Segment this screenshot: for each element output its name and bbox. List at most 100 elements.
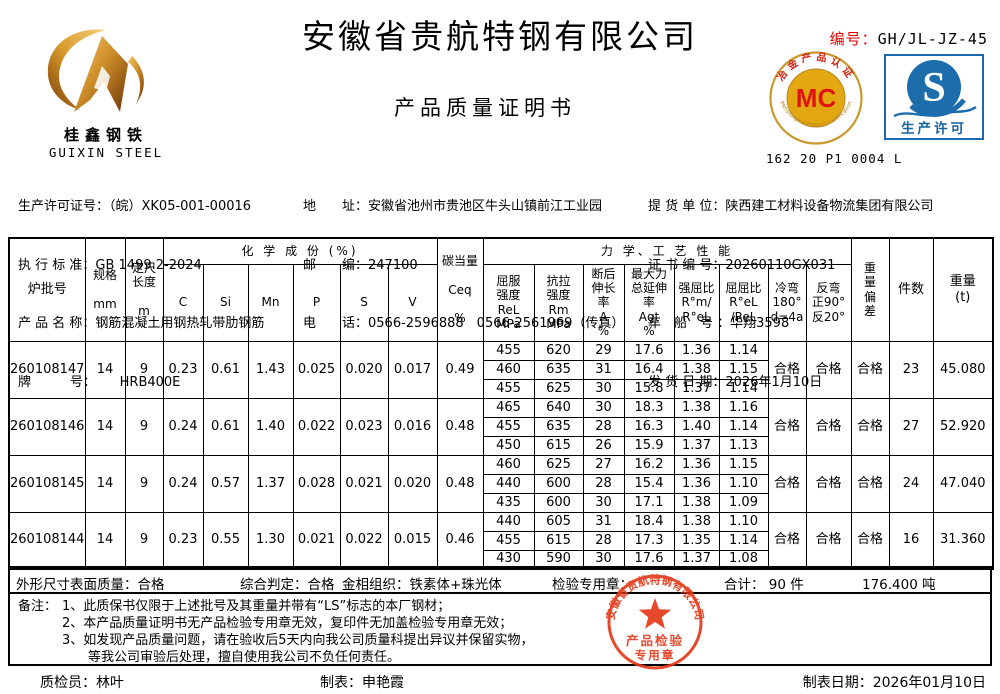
weight-deviation-result: 合格 <box>850 340 890 399</box>
heat-batch-number: 260108147 <box>8 340 86 399</box>
chem-p: 0.028 <box>292 454 341 513</box>
col-header-length: 定尺 长度 m <box>124 237 164 342</box>
mech-rm-over-rel: 1.36 <box>673 340 720 361</box>
col-header-rm: 抗拉 强度 Rm MPa <box>533 263 584 342</box>
mech-a: 29 <box>582 340 625 361</box>
col-header-elongation: 断后 伸长 率 A % <box>582 263 625 342</box>
weight-tonnes: 52.920 <box>932 397 994 456</box>
col-header-weight-deviation: 重 量 偏 差 <box>850 237 890 342</box>
mech-rm-over-rel: 1.38 <box>673 397 720 418</box>
mech-rm-over-rel: 1.38 <box>673 359 720 380</box>
guixin-logo-icon <box>47 29 144 112</box>
col-header-rm-rel-ratio: 强屈比 R°m/ R°eL <box>673 263 720 342</box>
consignee: 提 货 单 位：陕西建工材料设备物流集团有限公司 <box>648 199 934 214</box>
stamp-star-icon <box>638 598 672 629</box>
mech-rel: 440 <box>482 511 535 532</box>
col-header-c: C <box>162 263 204 342</box>
mech-rel-over-rel: 1.15 <box>718 359 769 380</box>
summary-row: 外形尺寸表面质量：合格 综合判定：合格 金相组织：铁素体+珠光体 检验专用章： … <box>8 566 992 594</box>
reverse-bend-result: 合格 <box>805 340 852 399</box>
table-row: 435 600 30 17.1 1.38 1.09 <box>9 492 993 513</box>
mech-rm-over-rel: 1.36 <box>673 473 720 494</box>
mech-rm: 600 <box>533 473 584 494</box>
overall-judgement: 综合判定：合格 <box>240 577 335 593</box>
pieces-count: 23 <box>888 340 934 399</box>
col-header-cold-bend: 冷弯 180° d=4a <box>767 263 807 342</box>
chem-s: 0.020 <box>339 340 389 399</box>
certificate-number-value: GH/JL-JZ-45 <box>877 30 988 48</box>
mech-rel: 460 <box>482 454 535 475</box>
mech-agt: 17.3 <box>623 530 675 551</box>
mech-rm-over-rel: 1.36 <box>673 454 720 475</box>
mech-rm: 625 <box>533 454 584 475</box>
mech-agt: 15.4 <box>623 473 675 494</box>
chem-v: 0.015 <box>387 511 438 570</box>
col-header-spec: 规格 mm <box>84 237 126 342</box>
col-header-mn: Mn <box>247 263 294 342</box>
weight-deviation-result: 合格 <box>850 454 890 513</box>
footer: 质检员：林叶 制表：申艳霞 制表日期：2026年01月10日 <box>0 669 1000 694</box>
logo-en-text: GUIXIN STEEL <box>48 145 164 160</box>
chem-mn: 1.37 <box>247 454 294 513</box>
reverse-bend-result: 合格 <box>805 454 852 513</box>
mech-rel: 465 <box>482 397 535 418</box>
mech-rm: 615 <box>533 435 584 456</box>
table-row: 430 590 30 17.6 1.37 1.08 <box>9 549 993 570</box>
mech-rm: 635 <box>533 416 584 437</box>
certificate-number-label: 编号： <box>829 30 878 48</box>
document-title: 产品质量证明书 <box>394 96 576 120</box>
chem-mn: 1.30 <box>247 511 294 570</box>
logo-cn-text: 桂鑫钢铁 <box>63 126 148 144</box>
tabulation-date: 制表日期：2026年01月10日 <box>802 675 986 691</box>
mech-agt: 18.4 <box>623 511 675 532</box>
mech-rm-over-rel: 1.40 <box>673 416 720 437</box>
mech-agt: 17.6 <box>623 549 675 570</box>
mech-rel-over-rel: 1.10 <box>718 473 769 494</box>
fixed-length-m: 9 <box>124 454 164 513</box>
chem-si: 0.61 <box>202 340 249 399</box>
mech-a: 28 <box>582 530 625 551</box>
company-logo: 桂鑫钢铁 GUIXIN STEEL <box>36 26 176 160</box>
mech-a: 30 <box>582 378 625 399</box>
fixed-length-m: 9 <box>124 340 164 399</box>
stamp-line1: 产品检验 <box>626 633 684 648</box>
mech-rel: 455 <box>482 378 535 399</box>
mech-rel-over-rel: 1.16 <box>718 397 769 418</box>
chem-v: 0.016 <box>387 397 438 456</box>
table-row: 450 615 26 15.9 1.37 1.13 <box>9 435 993 456</box>
weight-tonnes: 45.080 <box>932 340 994 399</box>
notes-box: 备注： 1、此质保书仅限于上述批号及其重量并带有“LS”标志的本厂钢材； 2、本… <box>8 592 992 666</box>
mech-agt: 17.1 <box>623 492 675 513</box>
chem-p: 0.025 <box>292 340 341 399</box>
mech-a: 27 <box>582 454 625 475</box>
table-row: 260108144 14 9 0.23 0.55 1.30 0.021 0.022 0.015 0… <box>8 511 994 570</box>
mech-agt: 16.3 <box>623 416 675 437</box>
mech-rm: 605 <box>533 511 584 532</box>
col-header-rel: 屈服 强度 ReL MPa <box>482 263 535 342</box>
inspection-stamp: 安徽省贵航特钢有限公司 产品检验 专用章 <box>603 573 706 670</box>
spec-mm: 14 <box>84 397 126 456</box>
mech-a: 31 <box>582 359 625 380</box>
col-header-ceq: 碳当量 Ceq % <box>436 237 484 342</box>
mech-rel-over-rel: 1.14 <box>718 416 769 437</box>
mech-rel: 455 <box>482 340 535 361</box>
weight-tonnes: 31.360 <box>932 511 994 570</box>
col-header-agt: 最大力 总延伸 率 Agt % <box>623 263 675 342</box>
chem-v: 0.017 <box>387 340 438 399</box>
table-row: 260108147 14 9 0.23 0.61 1.43 0.025 0.020 0.017 0… <box>8 340 994 399</box>
col-header-heat-batch: 炉批号 <box>8 237 86 342</box>
chem-c: 0.24 <box>162 397 204 456</box>
production-license-no: 生产许可证号：（皖）XK05-001-00016 <box>18 199 252 214</box>
qs-label: 生产许可 <box>901 120 967 137</box>
mech-rm: 590 <box>533 549 584 570</box>
mc-center-text: MC <box>796 83 837 113</box>
table-row: 260108146 14 9 0.24 0.61 1.40 0.022 0.023 0.016 0… <box>8 397 994 456</box>
mech-rm: 625 <box>533 378 584 399</box>
inspection-stamp-label: 检验专用章： <box>552 577 633 593</box>
address: 地 址：安徽省池州市贵池区牛头山镇前江工业园 <box>303 199 603 214</box>
notes-text: 1、此质保书仅限于上述批号及其重量并带有“LS”标志的本厂钢材； 2、本产品质量… <box>62 599 534 665</box>
mc-mark-icon: 冶金产品认证 Metallurgical Product Certificati… <box>769 50 863 145</box>
weight-deviation-result: 合格 <box>850 397 890 456</box>
mech-rel: 435 <box>482 492 535 513</box>
